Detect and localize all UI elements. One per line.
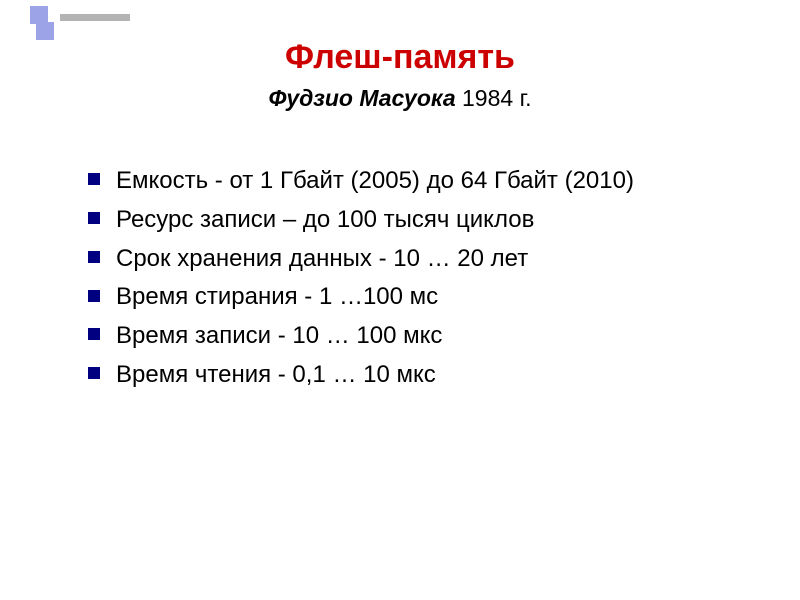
list-item-text: Время чтения - 0,1 … 10 мкс [116, 361, 436, 388]
bullet-list: Емкость - от 1 Гбайт (2005) до 64 Гбайт … [40, 164, 760, 393]
list-item-text: Ресурс записи – до 100 тысяч циклов [116, 206, 534, 233]
subtitle-rest: 1984 г. [456, 85, 532, 111]
list-item: Время стирания - 1 …100 мс [88, 280, 760, 315]
slide-title: Флеш-память [40, 38, 760, 77]
list-item: Время чтения - 0,1 … 10 мкс [88, 358, 760, 393]
list-item: Емкость - от 1 Гбайт (2005) до 64 Гбайт … [88, 164, 760, 199]
slide-subtitle: Фудзио Масуока 1984 г. [40, 85, 760, 112]
slide-content: Флеш-память Фудзио Масуока 1984 г. Емкос… [0, 0, 800, 600]
list-item-text: Время записи - 10 … 100 мкс [116, 322, 442, 349]
list-item: Время записи - 10 … 100 мкс [88, 319, 760, 354]
list-item-text: Время стирания - 1 …100 мс [116, 283, 438, 310]
subtitle-author: Фудзио Масуока [268, 85, 455, 111]
list-item: Ресурс записи – до 100 тысяч циклов [88, 203, 760, 238]
list-item-text: Срок хранения данных - 10 … 20 лет [116, 245, 528, 272]
list-item: Срок хранения данных - 10 … 20 лет [88, 242, 760, 277]
list-item-text: Емкость - от 1 Гбайт (2005) до 64 Гбайт … [116, 167, 634, 194]
